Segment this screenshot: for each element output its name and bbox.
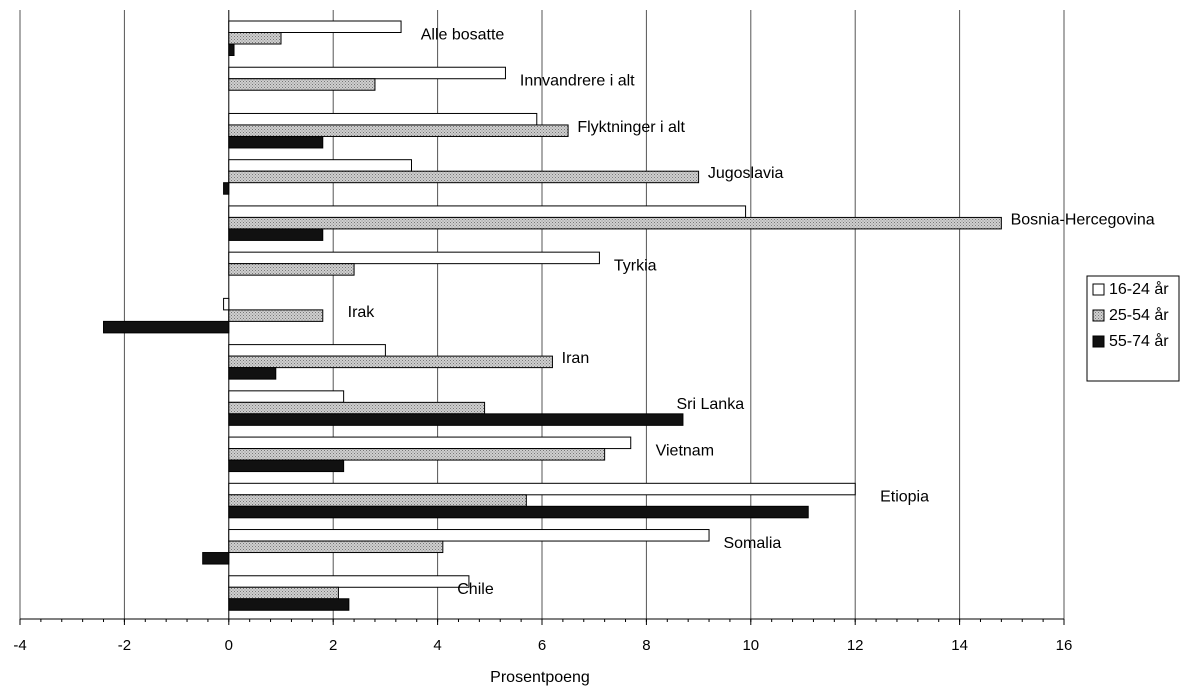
x-tick-label: 10: [742, 637, 759, 654]
bars: [103, 20, 1002, 611]
category-label: Iran: [562, 350, 590, 367]
bar-1: [228, 390, 345, 403]
x-axis-title: Prosentpoeng: [490, 669, 590, 686]
gridlines: [19, 10, 1065, 619]
category-label: Flyktninger i alt: [577, 119, 685, 136]
bar-3: [228, 413, 684, 426]
bar-2: [228, 401, 486, 415]
bar-1: [228, 20, 402, 33]
bar-1: [228, 205, 747, 218]
legend: 16-24 år 25-54 år 55-74 år: [1086, 275, 1180, 382]
category-label: Chile: [457, 581, 494, 598]
bar-1: [228, 575, 470, 588]
legend-label: 55-74 år: [1109, 332, 1169, 350]
bar-2: [228, 124, 569, 137]
bar-2: [228, 170, 700, 184]
legend-label: 25-54 år: [1109, 306, 1169, 324]
bar-2: [228, 540, 444, 554]
bar-2: [228, 355, 553, 369]
bar-1: [228, 482, 856, 496]
category-label: Alle bosatte: [421, 26, 505, 43]
bar-3: [228, 135, 324, 149]
bar-1: [228, 159, 412, 172]
category-labels: Alle bosatte Innvandrere i alt Flyktninger…: [348, 26, 1155, 598]
bar-1: [228, 251, 600, 265]
x-tick-label: -2: [118, 637, 131, 654]
category-label: Sri Lanka: [677, 396, 745, 413]
bar-3: [223, 182, 230, 195]
bar-3: [228, 367, 277, 380]
bar-2: [228, 263, 355, 276]
bar-3: [103, 320, 230, 334]
bar-1: [228, 66, 506, 80]
bar-3: [228, 43, 235, 56]
bar-3: [228, 598, 350, 611]
category-label: Innvandrere i alt: [520, 73, 635, 90]
bar-3: [228, 459, 345, 473]
x-tick-label: 2: [329, 637, 337, 654]
bar-1: [228, 436, 632, 450]
bar-2: [228, 494, 527, 507]
legend-swatch: [1092, 335, 1105, 348]
category-label: Etiopia: [880, 489, 929, 506]
category-label: Somalia: [723, 535, 781, 552]
bar-1: [228, 112, 538, 126]
x-tick-label: 12: [847, 637, 864, 654]
bar-2: [228, 448, 606, 461]
category-label: Irak: [348, 304, 376, 321]
x-tick-label: 14: [951, 637, 968, 654]
bar-3: [202, 552, 230, 565]
x-tick-label: -4: [13, 637, 26, 654]
legend-swatch: [1092, 283, 1105, 296]
x-tick-label: 4: [433, 637, 441, 654]
category-label: Jugoslavia: [708, 165, 784, 182]
category-label: Tyrkia: [614, 258, 657, 275]
bar-3: [228, 228, 324, 241]
legend-label: 16-24 år: [1109, 280, 1169, 298]
category-label: Vietnam: [656, 442, 714, 459]
legend-swatch: [1092, 309, 1105, 322]
bar-1: [228, 529, 710, 542]
bar-1: [223, 297, 230, 311]
bar-2: [228, 78, 376, 91]
bar-2: [228, 586, 339, 600]
bar-3: [228, 505, 809, 519]
bar-1: [228, 344, 386, 357]
bar-2: [228, 216, 1002, 230]
x-tick-label: 8: [642, 637, 650, 654]
bar-2: [228, 32, 282, 45]
bar-2: [228, 309, 324, 322]
x-tick-label: 0: [225, 637, 233, 654]
x-tick-label: 16: [1056, 637, 1073, 654]
category-label: Bosnia-Hercegovina: [1011, 211, 1155, 228]
x-tick-label: 6: [538, 637, 546, 654]
